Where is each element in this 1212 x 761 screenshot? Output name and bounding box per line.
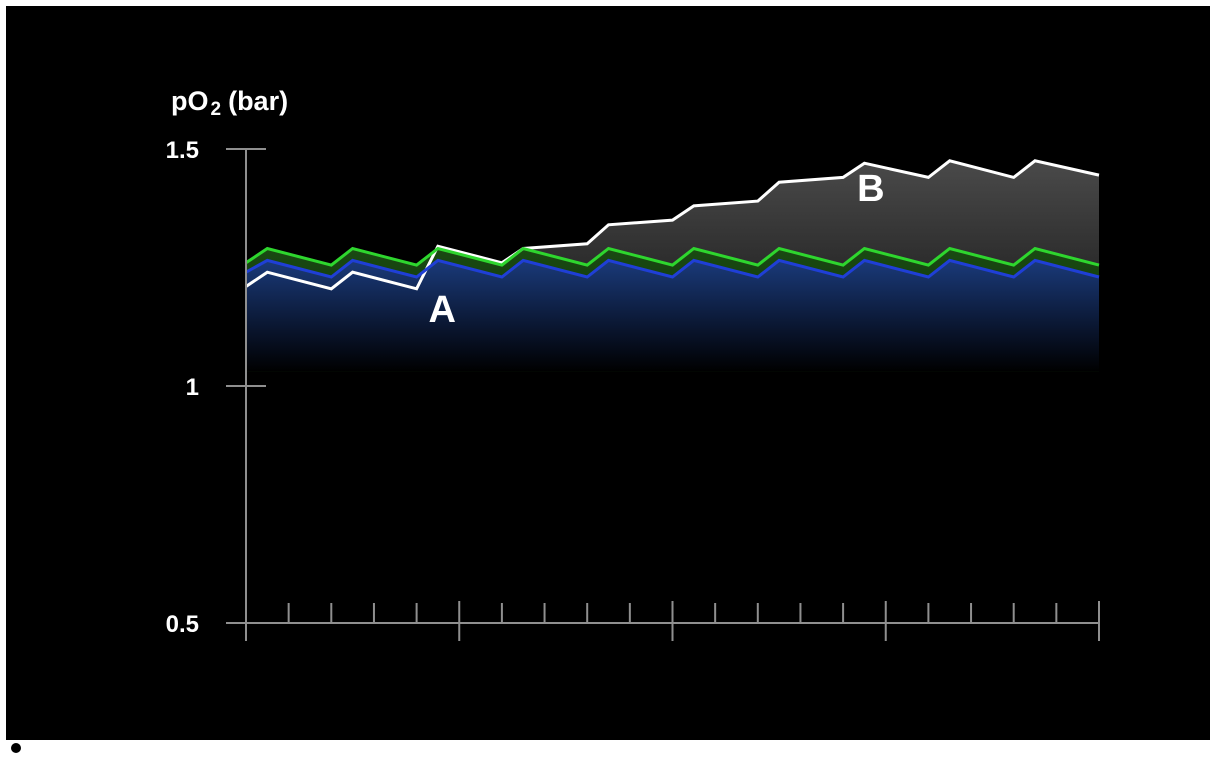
y-axis-label-main: pO — [171, 86, 209, 116]
axes — [226, 148, 1100, 641]
series-lines — [245, 159, 1100, 291]
y-axis-label-unit: (bar) — [228, 86, 288, 116]
series-blue-line — [245, 258, 1100, 279]
annotations: AB — [428, 168, 884, 331]
annotation-b: B — [857, 168, 884, 210]
y-axis-label-sub: 2 — [211, 99, 222, 120]
y-tick-label: 0.5 — [166, 611, 199, 638]
y-tick-label: 1 — [186, 374, 199, 401]
bullet-dot — [11, 743, 21, 753]
series-green-line — [245, 246, 1100, 267]
series-white-line — [245, 159, 1100, 291]
y-tick-labels: 1.5 1 0.5 — [166, 137, 199, 638]
annotation-a: A — [428, 289, 455, 331]
y-axis-label: pO 2 (bar) — [171, 86, 288, 120]
series-blue-area — [246, 260, 1099, 372]
y-tick-label: 1.5 — [166, 137, 199, 164]
po2-chart: 1.510.5 AB pO 2 (bar) — [166, 86, 1100, 641]
